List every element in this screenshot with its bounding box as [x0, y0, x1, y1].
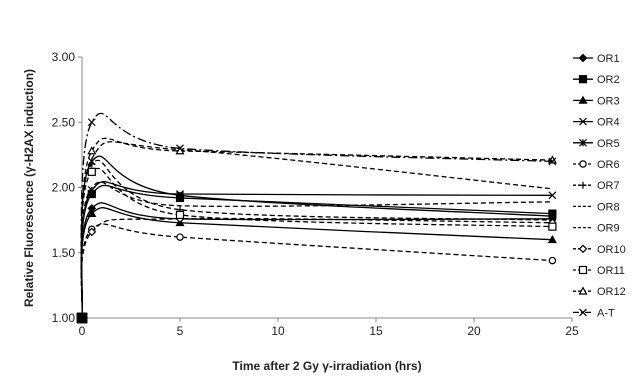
legend-label: OR7	[597, 180, 620, 192]
legend-label: OR4	[597, 117, 620, 129]
legend-marker	[579, 160, 587, 168]
series-line-or8	[80, 141, 553, 319]
series-line-or12	[80, 137, 553, 319]
data-point-or11	[87, 167, 96, 176]
x-tick-label: 5	[177, 324, 184, 338]
x-ticks: 0 5 10 15 20 25	[79, 318, 579, 338]
legend-label: OR5	[597, 138, 620, 150]
data-point-a-t	[176, 144, 184, 153]
x-axis-label: Time after 2 Gy γ-irradiation (hrs)	[232, 359, 421, 373]
legend: OR1 OR2 OR3 OR4 OR5 OR6 OR7 OR8 OR9 OR10 OR11 OR12 A…	[573, 53, 626, 319]
legend-marker	[578, 286, 588, 295]
legend-label: OR8	[597, 201, 620, 213]
y-ticks: 1.00 1.50 2.00 2.50 3.00	[52, 50, 82, 325]
legend-item-or2: OR2	[573, 74, 620, 86]
y-tick-label: 3.00	[52, 50, 76, 64]
data-point-or11	[175, 210, 185, 220]
series-line-or10	[80, 217, 553, 319]
legend-label: OR9	[597, 223, 620, 235]
series-line-a-t	[80, 112, 553, 319]
legend-item-or10: OR10	[573, 244, 626, 256]
legend-item-or8: OR8	[573, 201, 620, 213]
y-tick-label: 2.00	[52, 181, 76, 195]
data-point-or6	[548, 256, 557, 265]
legend-marker	[579, 181, 587, 189]
data-point-or10	[87, 227, 97, 237]
legend-item-or9: OR9	[573, 223, 620, 235]
y-axis-label: Relative Fluorescence (γ-H2AX induction)	[22, 69, 36, 307]
legend-item-or12: OR12	[573, 286, 626, 298]
y-tick-label: 1.50	[52, 246, 76, 260]
data-point-a-t	[76, 312, 88, 324]
x-tick-label: 25	[565, 324, 579, 338]
legend-item-or3: OR3	[573, 95, 620, 107]
legend-label: OR11	[597, 265, 625, 277]
legend-label: A-T	[597, 307, 615, 319]
legend-item-or1: OR1	[573, 53, 620, 65]
legend-marker	[579, 138, 587, 147]
legend-item-or6: OR6	[573, 159, 620, 171]
x-tick-label: 0	[79, 324, 86, 338]
data-point-a-t	[548, 157, 557, 166]
legend-item-or7: OR7	[573, 180, 620, 192]
legend-label: OR6	[597, 159, 620, 171]
legend-label: OR3	[597, 95, 620, 107]
series-group	[76, 112, 557, 324]
legend-marker	[579, 117, 587, 126]
legend-marker	[578, 53, 588, 63]
data-point-or3	[87, 208, 97, 217]
data-point-or6	[176, 233, 184, 241]
legend-label: OR12	[597, 286, 626, 298]
data-point-or4	[548, 191, 557, 200]
plot-area: 1.00 1.50 2.00 2.50 3.00 0 5 10 15 20 25	[52, 50, 579, 338]
y-tick-label: 2.50	[52, 115, 76, 129]
legend-label: OR2	[597, 74, 620, 86]
data-point-or12	[87, 146, 97, 155]
legend-item-or5: OR5	[573, 138, 620, 150]
x-tick-label: 15	[369, 324, 383, 338]
data-point-or4	[87, 186, 96, 195]
legend-label: OR1	[597, 53, 620, 65]
legend-item-a-t: A-T	[573, 307, 615, 319]
legend-marker	[578, 265, 588, 275]
x-tick-label: 20	[467, 324, 481, 338]
legend-marker	[578, 244, 588, 254]
data-point-or11	[548, 222, 557, 231]
legend-label: OR10	[597, 244, 626, 256]
data-point-or5	[176, 191, 184, 200]
legend-item-or4: OR4	[573, 117, 620, 129]
x-tick-label: 10	[271, 324, 285, 338]
legend-marker	[578, 95, 588, 104]
data-point-a-t	[87, 118, 96, 127]
y-tick-label: 1.00	[52, 311, 76, 325]
legend-item-or11: OR11	[573, 265, 625, 277]
legend-marker	[579, 308, 587, 317]
legend-marker	[578, 75, 588, 84]
data-point-or3	[547, 234, 557, 244]
